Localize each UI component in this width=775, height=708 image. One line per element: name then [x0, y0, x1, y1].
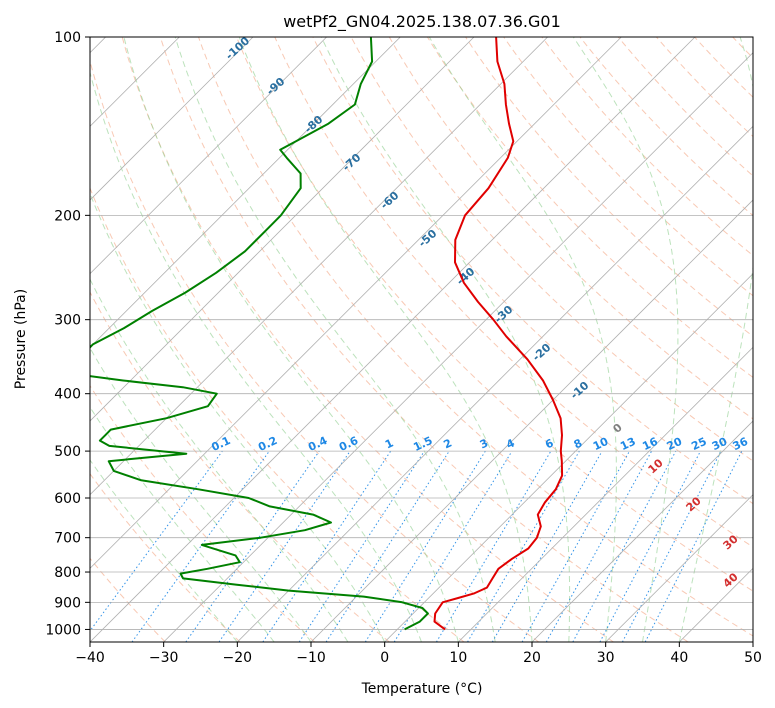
- x-axis-title: Temperature (°C): [361, 681, 483, 697]
- dry-adiabat: [159, 37, 689, 642]
- moist-adiabat: [572, 37, 679, 642]
- y-tick-label: 400: [54, 387, 81, 403]
- y-tick-label: 800: [54, 565, 81, 581]
- dry-adiabat: [503, 37, 753, 297]
- mixing-ratio-line: [364, 450, 486, 642]
- y-tick-label: 700: [54, 531, 81, 547]
- dry-adiabat: [617, 37, 753, 177]
- mixing-ratio-line: [185, 450, 320, 642]
- moist-adiabat: [90, 278, 349, 642]
- plot-frame: [89, 36, 754, 643]
- moist-adiabat: [428, 37, 617, 642]
- isotherm-line: [90, 37, 327, 275]
- moist-adiabat: [238, 37, 533, 642]
- moist-adiabat: [678, 37, 753, 642]
- mixing-ratio-line: [218, 450, 351, 642]
- mixing-ratio-line: [521, 450, 630, 642]
- x-tick-label: 20: [523, 650, 541, 666]
- x-tick-label: −40: [75, 650, 105, 666]
- mixing-ratio-line: [491, 450, 603, 642]
- y-tick-label: 900: [54, 595, 81, 611]
- y-tick-label: 1000: [45, 622, 81, 638]
- isotherm-line: [90, 37, 622, 569]
- dry-adiabat: [198, 37, 753, 637]
- moist-adiabat: [90, 70, 422, 642]
- y-axis-title: Pressure (hPa): [13, 289, 29, 389]
- y-tick-label: 600: [54, 491, 81, 507]
- moist-adiabat: [174, 37, 496, 642]
- x-tick-label: 30: [597, 650, 615, 666]
- x-axis: −40 −30 −20 −10 0 10 20 30 40 50: [75, 642, 762, 666]
- isotherm-line: [237, 125, 753, 642]
- x-tick-label: 0: [380, 650, 389, 666]
- isotherm-line: [310, 199, 753, 642]
- y-axis: 100 200 300 400 500 600 700 800 900 1000: [45, 30, 90, 638]
- dry-adiabat: [274, 37, 753, 548]
- y-tick-label: 500: [54, 444, 81, 460]
- isotherm-line: [90, 37, 548, 496]
- dry-adiabat: [388, 37, 753, 420]
- dry-adiabat: [312, 37, 753, 505]
- dry-adiabat: [90, 291, 390, 642]
- mixing-ratio-line: [467, 450, 580, 642]
- x-tick-label: 10: [449, 650, 467, 666]
- dry-adiabat: [90, 186, 465, 642]
- grid-lines: [90, 37, 753, 642]
- y-tick-label: 200: [54, 208, 81, 224]
- moist-adiabat: [90, 459, 238, 642]
- temperature-line: [433, 37, 564, 631]
- mixing-ratio-label: 36: [731, 435, 751, 453]
- data-lines: [90, 37, 564, 631]
- dry-adiabat: [426, 37, 753, 378]
- dry-adiabat: [90, 59, 540, 642]
- moist-adiabat: [90, 192, 386, 642]
- mixing-ratio-label: 20: [665, 435, 685, 453]
- moist-adiabat: [123, 37, 459, 642]
- dry-adiabat: [121, 37, 614, 642]
- dry-adiabat: [236, 37, 753, 592]
- isotherm-line: [90, 37, 696, 642]
- x-tick-label: −10: [296, 650, 326, 666]
- mixing-ratio-label: 25: [689, 435, 708, 453]
- mixing-ratio-line: [435, 450, 552, 642]
- isotherm-line: [605, 494, 753, 642]
- mixing-ratio-label: 13: [618, 435, 637, 453]
- dry-adiabat: [90, 384, 316, 642]
- mixing-ratio-line: [325, 450, 450, 642]
- moist-adiabat: [90, 406, 275, 642]
- mixing-ratio-label: 30: [710, 435, 730, 453]
- mixing-ratio-line: [572, 450, 677, 642]
- mixing-ratio-label: 16: [640, 435, 660, 453]
- isotherm-line: [90, 37, 254, 201]
- background-lines: [90, 37, 753, 642]
- dewpoint-line: [90, 37, 429, 631]
- isotherm-line: [384, 273, 753, 642]
- mixing-ratio-line: [393, 450, 513, 642]
- y-tick-label: 100: [54, 30, 81, 46]
- isotherm-line: [531, 420, 753, 642]
- x-tick-label: 40: [670, 650, 688, 666]
- isotherm-line: [90, 37, 475, 422]
- chart-title: wetPf2_GN04.2025.138.07.36.G01: [283, 12, 561, 32]
- isotherm-line: [163, 52, 753, 642]
- x-tick-label: −30: [149, 650, 179, 666]
- isotherm-line: [90, 37, 401, 348]
- x-tick-label: 50: [744, 650, 762, 666]
- x-tick-label: −20: [223, 650, 253, 666]
- isotherm-line: [458, 346, 753, 642]
- mixing-ratio-label: 10: [591, 435, 611, 453]
- y-tick-label: 300: [54, 313, 81, 329]
